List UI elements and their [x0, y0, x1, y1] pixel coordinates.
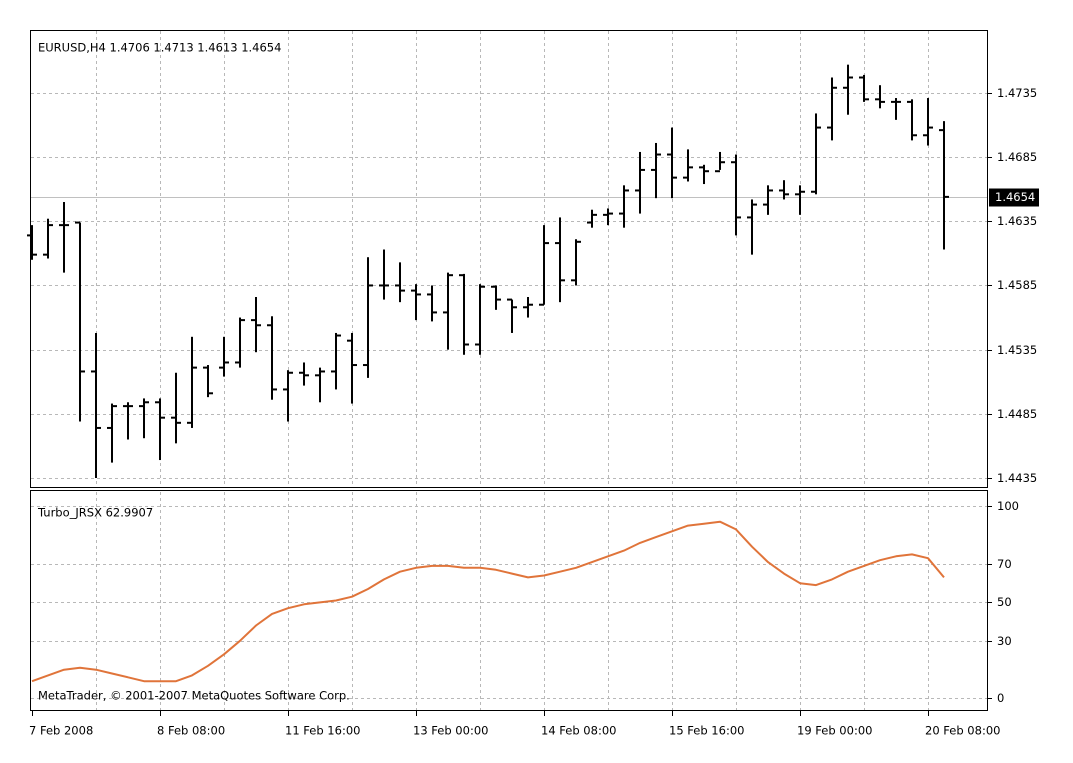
chart-title: EURUSD,H4 1.4706 1.4713 1.4613 1.4654: [38, 41, 281, 55]
y-tick-label: 1.4435: [997, 471, 1037, 485]
y-tick-label: 0: [997, 691, 1004, 705]
x-tick-label: 13 Feb 00:00: [413, 724, 488, 738]
x-tick-label: 14 Feb 08:00: [541, 724, 616, 738]
y-tick-label: 70: [997, 557, 1012, 571]
price-panel: [30, 30, 988, 488]
indicator-panel: [30, 490, 988, 711]
watermark: MetaTrader, © 2001-2007 MetaQuotes Softw…: [38, 689, 350, 703]
current-price-label: 1.4654: [995, 190, 1035, 204]
indicator-title: Turbo_JRSX 62.9907: [37, 506, 153, 520]
y-tick-label: 1.4635: [997, 214, 1037, 228]
y-tick-label: 50: [997, 595, 1012, 609]
marks: [27, 64, 949, 683]
y-tick-label: 1.4685: [997, 150, 1037, 164]
x-tick-label: 15 Feb 16:00: [669, 724, 744, 738]
y-tick-label: 1.4535: [997, 343, 1037, 357]
x-tick-label: 7 Feb 2008: [29, 724, 93, 738]
y-tick-label: 30: [997, 634, 1012, 648]
x-tick-label: 8 Feb 08:00: [157, 724, 225, 738]
y-tick-label: 1.4735: [997, 86, 1037, 100]
y-tick-label: 1.4585: [997, 278, 1037, 292]
x-tick-label: 20 Feb 08:00: [925, 724, 1000, 738]
grid: [31, 31, 987, 710]
y-tick-label: 100: [997, 499, 1019, 513]
current-price-box: [989, 188, 1039, 207]
x-tick-label: 19 Feb 00:00: [797, 724, 872, 738]
x-tick-label: 11 Feb 16:00: [285, 724, 360, 738]
indicator-line: [31, 520, 945, 683]
y-tick-label: 1.4485: [997, 407, 1037, 421]
